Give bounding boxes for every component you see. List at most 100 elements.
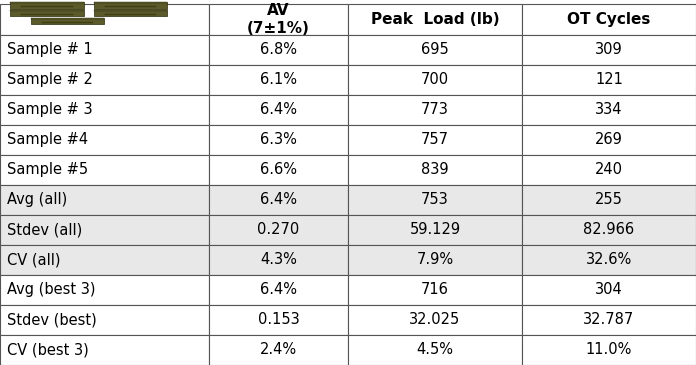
Text: 121: 121 [595, 72, 623, 87]
Text: 6.6%: 6.6% [260, 162, 297, 177]
Text: 716: 716 [421, 283, 449, 297]
Bar [0, 65, 209, 95]
Text: 0.270: 0.270 [258, 222, 299, 237]
Text: Sample # 3: Sample # 3 [7, 102, 93, 117]
Bar [94, 10, 167, 16]
Bar [522, 245, 696, 275]
Text: CV (all): CV (all) [7, 252, 61, 267]
Text: Avg (best 3): Avg (best 3) [7, 283, 95, 297]
Text: Stdev (best): Stdev (best) [7, 312, 97, 327]
Bar [0, 4, 209, 35]
Bar [209, 215, 348, 245]
Bar [522, 335, 696, 365]
Text: 6.4%: 6.4% [260, 102, 297, 117]
Bar [348, 245, 522, 275]
Text: Sample # 2: Sample # 2 [7, 72, 93, 87]
Text: 269: 269 [595, 132, 623, 147]
Bar [522, 95, 696, 125]
Bar [209, 95, 348, 125]
Bar [94, 2, 167, 8]
Bar [348, 305, 522, 335]
Bar [522, 275, 696, 305]
Bar [10, 10, 84, 11]
Bar [0, 335, 209, 365]
Bar [209, 185, 348, 215]
Text: 6.3%: 6.3% [260, 132, 296, 147]
Bar [209, 305, 348, 335]
Text: 11.0%: 11.0% [586, 342, 632, 357]
Text: 304: 304 [595, 283, 623, 297]
Bar [348, 335, 522, 365]
Text: 82.966: 82.966 [583, 222, 635, 237]
Bar [0, 125, 209, 155]
Bar [522, 4, 696, 35]
Text: Avg (all): Avg (all) [7, 192, 68, 207]
Text: 32.025: 32.025 [409, 312, 461, 327]
Bar [522, 65, 696, 95]
Text: 334: 334 [595, 102, 623, 117]
Bar [209, 65, 348, 95]
Text: Sample #4: Sample #4 [7, 132, 88, 147]
Bar [0, 215, 209, 245]
Bar [348, 185, 522, 215]
Bar [209, 335, 348, 365]
Text: 309: 309 [595, 42, 623, 57]
Bar [348, 215, 522, 245]
Text: Sample # 1: Sample # 1 [7, 42, 93, 57]
Bar [348, 95, 522, 125]
Text: 4.5%: 4.5% [416, 342, 454, 357]
Bar [209, 155, 348, 185]
Bar [0, 185, 209, 215]
Bar [0, 305, 209, 335]
Text: 7.9%: 7.9% [416, 252, 454, 267]
Text: AV
(7±1%): AV (7±1%) [247, 3, 310, 36]
Bar [209, 275, 348, 305]
Bar [209, 245, 348, 275]
Text: 59.129: 59.129 [409, 222, 461, 237]
Bar [522, 125, 696, 155]
Bar [348, 275, 522, 305]
Bar [0, 245, 209, 275]
Bar [348, 125, 522, 155]
Text: 6.4%: 6.4% [260, 192, 297, 207]
Text: 753: 753 [421, 192, 449, 207]
Bar [0, 35, 209, 65]
Bar [22, 14, 72, 15]
Text: 695: 695 [421, 42, 449, 57]
Bar [105, 6, 156, 7]
Text: Stdev (all): Stdev (all) [7, 222, 82, 237]
Bar [94, 2, 167, 4]
Bar [348, 35, 522, 65]
Text: 6.1%: 6.1% [260, 72, 297, 87]
Bar [94, 10, 167, 11]
Bar [522, 35, 696, 65]
Text: 240: 240 [595, 162, 623, 177]
Text: 255: 255 [595, 192, 623, 207]
Text: CV (best 3): CV (best 3) [7, 342, 88, 357]
Bar [209, 35, 348, 65]
Bar [31, 18, 104, 19]
Bar [10, 10, 84, 16]
Bar [22, 6, 72, 7]
Bar [348, 155, 522, 185]
Text: 4.3%: 4.3% [260, 252, 296, 267]
Text: 839: 839 [421, 162, 449, 177]
Bar [0, 155, 209, 185]
Bar [348, 65, 522, 95]
Bar [522, 185, 696, 215]
Bar [31, 18, 104, 24]
Bar [522, 155, 696, 185]
Text: 32.6%: 32.6% [586, 252, 632, 267]
Text: Sample #5: Sample #5 [7, 162, 88, 177]
Bar [10, 2, 84, 8]
Bar [522, 305, 696, 335]
Bar [10, 2, 84, 4]
Bar [209, 125, 348, 155]
Text: OT Cycles: OT Cycles [567, 12, 651, 27]
Text: 773: 773 [421, 102, 449, 117]
Bar [522, 215, 696, 245]
Text: 32.787: 32.787 [583, 312, 635, 327]
Bar [348, 4, 522, 35]
Text: 6.4%: 6.4% [260, 283, 297, 297]
Text: 0.153: 0.153 [258, 312, 299, 327]
